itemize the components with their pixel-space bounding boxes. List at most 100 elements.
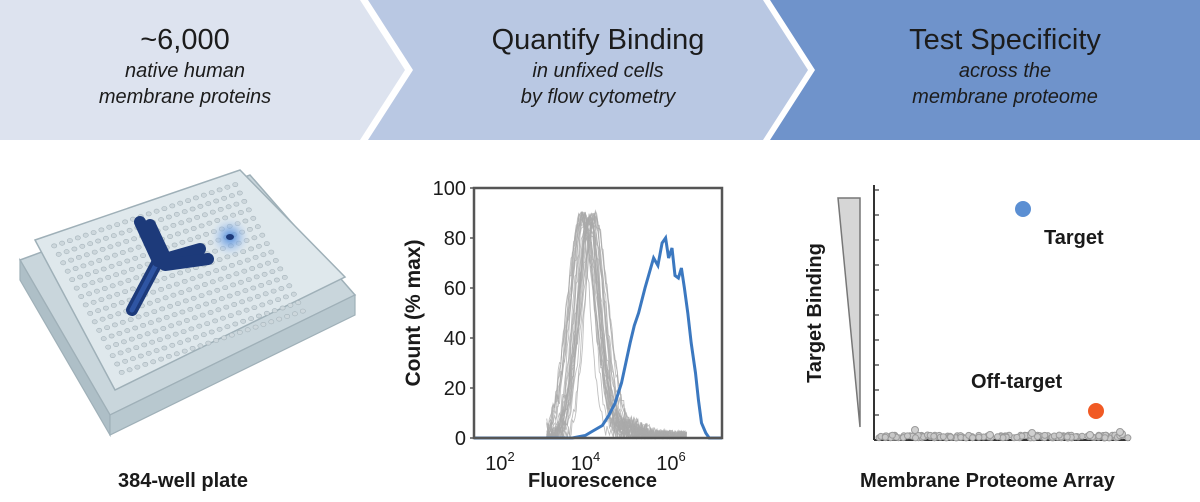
plate-well — [266, 280, 272, 286]
plate-well — [114, 222, 121, 227]
plate-well — [215, 307, 222, 313]
plate-well — [182, 298, 189, 304]
plate-well — [178, 290, 185, 295]
chevron-shape-1 — [0, 0, 405, 140]
plate-well — [142, 361, 149, 367]
plate-well — [217, 276, 224, 282]
plate-well — [244, 327, 251, 333]
plate-well — [192, 334, 199, 340]
plate-well — [188, 326, 195, 332]
plate-well — [242, 288, 249, 294]
background-proteome-points — [875, 426, 1132, 442]
proteome-point — [881, 433, 889, 441]
histogram-caption: Fluorescence — [528, 470, 657, 492]
plate-well — [177, 270, 184, 276]
proteome-point — [1124, 434, 1132, 442]
plate-well — [161, 345, 168, 351]
plate-well — [134, 364, 141, 370]
plate-well — [235, 310, 242, 316]
plate-well — [55, 251, 62, 257]
plate-well — [98, 227, 105, 233]
plate-well — [250, 285, 257, 291]
proteome-point — [1086, 431, 1094, 439]
plate-well — [131, 236, 137, 242]
step-2-subtitle-line1: in unfixed cells — [532, 60, 664, 82]
step-3-subtitle-line1: across the — [958, 60, 1052, 82]
plate-well — [272, 258, 279, 263]
plate-well — [269, 269, 276, 274]
plate-well — [276, 316, 283, 322]
plate-well — [112, 322, 118, 328]
plate-well — [295, 300, 302, 306]
plate-well — [232, 321, 239, 327]
plate-well — [225, 204, 232, 210]
plate-well — [224, 184, 231, 190]
grey-control-curve — [546, 211, 687, 440]
y-tick-label: 60 — [444, 278, 466, 300]
plate-well — [186, 217, 193, 223]
plate-well — [147, 320, 154, 326]
off-target-label: Off-target — [971, 371, 1062, 393]
plate-well — [133, 275, 140, 281]
step-3-title: Test Specificity — [909, 24, 1101, 56]
plate-well — [87, 310, 94, 316]
plate-well — [237, 210, 244, 215]
plate-well — [205, 201, 212, 207]
positive-well-dot — [226, 234, 234, 240]
plate-well — [182, 228, 189, 234]
plate-well — [135, 314, 142, 320]
plate-well — [190, 295, 197, 301]
target-label: Target — [1044, 227, 1104, 249]
off-target-point — [1088, 403, 1104, 419]
plate-well — [262, 291, 269, 297]
plate-well — [201, 212, 208, 218]
plate-well — [173, 281, 180, 287]
proteome-point — [1013, 433, 1021, 441]
y-tick-label: 20 — [444, 378, 466, 400]
plate-well — [241, 268, 248, 274]
well-plate-panel — [0, 165, 370, 455]
plate-well — [259, 232, 266, 238]
plate-well — [179, 309, 186, 315]
plate-well — [135, 244, 142, 250]
chevron-shape-3 — [770, 0, 1200, 140]
plate-well — [127, 317, 134, 322]
histogram-panel: 0 20 40 60 80 100 102 104 106 Count (% max) — [390, 178, 730, 497]
plate-well — [136, 264, 143, 270]
plate-well — [76, 255, 82, 260]
plate-well — [125, 347, 132, 353]
plate-well — [198, 223, 205, 229]
proteome-point — [969, 434, 977, 442]
proteome-point — [888, 431, 896, 439]
plate-well — [208, 329, 215, 335]
plate-well — [173, 351, 180, 357]
plate-well — [89, 280, 96, 286]
plate-well — [149, 339, 155, 345]
plate-well — [206, 290, 213, 296]
plate-well — [115, 241, 122, 247]
plate-well — [237, 279, 244, 285]
plate-well — [275, 297, 281, 302]
plate-well — [169, 342, 176, 348]
plate-well — [164, 334, 171, 340]
plate-well — [255, 243, 262, 249]
plate-well — [191, 315, 198, 321]
plate-well — [279, 305, 286, 311]
plate-well — [299, 308, 306, 314]
plate-well — [233, 271, 240, 277]
plate-well — [230, 282, 236, 288]
grey-control-curve — [546, 220, 687, 440]
proteome-point — [1116, 428, 1124, 436]
plate-well — [199, 312, 206, 318]
plate-well — [90, 230, 97, 235]
proteome-point — [1095, 432, 1103, 440]
plate-well — [205, 340, 212, 346]
plate-well — [145, 350, 152, 356]
plate-well — [185, 267, 191, 273]
plate-well — [234, 290, 241, 296]
plate-well — [97, 277, 104, 283]
plate-well — [122, 289, 128, 294]
plate-well — [110, 233, 117, 239]
x-tick-label: 106 — [656, 449, 685, 475]
plate-well — [117, 350, 124, 356]
